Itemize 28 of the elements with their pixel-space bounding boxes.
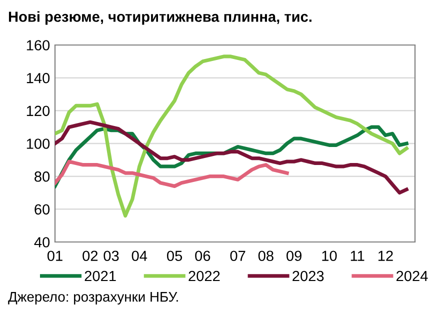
x-tick-label: 10 xyxy=(322,250,337,262)
y-tick-label: 100 xyxy=(26,138,50,149)
x-tick-label: 07 xyxy=(230,250,246,262)
x-tick-label: 03 xyxy=(104,250,119,262)
line-series xyxy=(55,54,408,218)
x-tick-label: 04 xyxy=(132,250,148,262)
legend-label: 2024 xyxy=(396,270,428,282)
line-series xyxy=(55,120,408,195)
legend-label: 2023 xyxy=(292,270,324,282)
x-tick-label: 08 xyxy=(258,250,274,262)
y-tick-label: 40 xyxy=(34,237,50,248)
x-tick-label: 06 xyxy=(195,250,210,262)
y-tick-label: 80 xyxy=(34,171,50,182)
y-tick-label: 60 xyxy=(34,204,50,215)
x-tick-label: 05 xyxy=(166,250,182,262)
y-tick-label: 140 xyxy=(26,72,50,84)
line-series xyxy=(55,160,289,188)
x-tick-label: 02 xyxy=(82,250,98,262)
text: Джерело: розрахунки НБУ. xyxy=(8,292,178,304)
legend-label: 2022 xyxy=(188,270,220,282)
x-tick-label: 11 xyxy=(350,250,364,261)
chart-title: Нові резюме, чотиритижнева плинна, тис. xyxy=(8,11,312,25)
y-tick-label: 120 xyxy=(26,106,50,116)
legend-label: 2021 xyxy=(84,270,116,282)
x-tick-label: 01 xyxy=(47,250,62,262)
x-tick-label: 09 xyxy=(286,250,302,262)
x-tick-label: 12 xyxy=(378,250,393,261)
y-tick-label: 160 xyxy=(26,40,50,50)
